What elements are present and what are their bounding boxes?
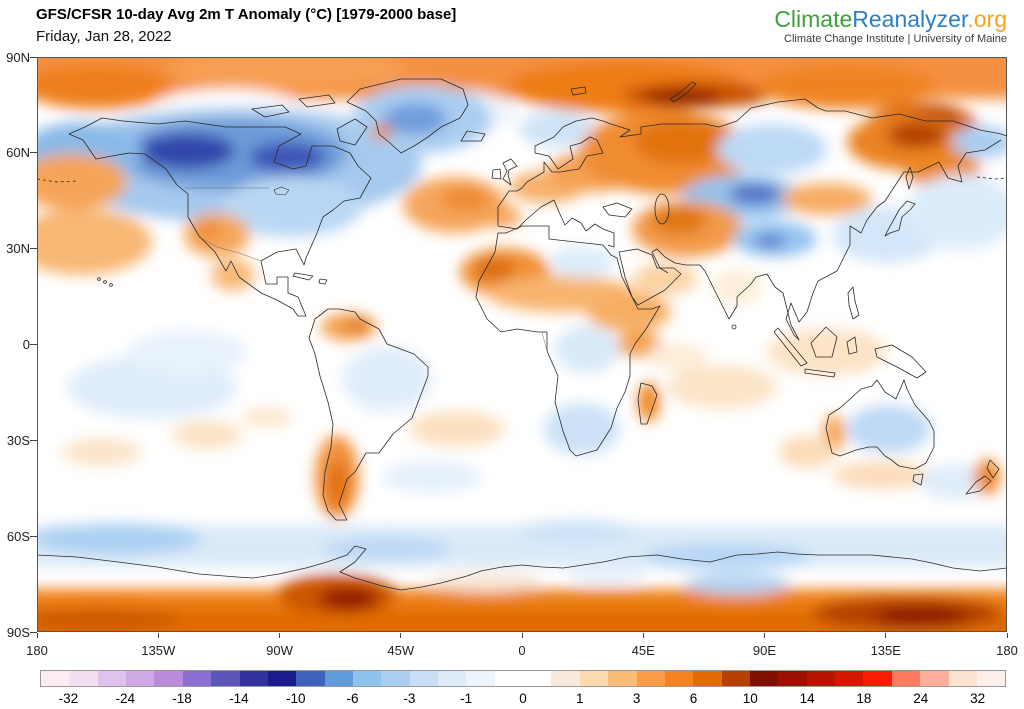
colorbar-segment bbox=[523, 671, 552, 686]
lat-axis-label: 90S bbox=[6, 624, 30, 640]
colorbar-segment bbox=[409, 671, 439, 686]
colorbar-segment bbox=[835, 671, 864, 686]
lon-axis-label: 135W bbox=[141, 643, 176, 658]
lon-axis-label: 180 bbox=[26, 643, 48, 658]
coastlines bbox=[37, 78, 1007, 591]
lat-axis-tick bbox=[30, 631, 37, 633]
colorbar-tick-label: 10 bbox=[742, 691, 758, 706]
lon-axis-label: 0 bbox=[518, 643, 526, 658]
lon-axis-label: 135E bbox=[870, 643, 901, 658]
colorbar bbox=[40, 670, 1006, 687]
colorbar-tick-label: -24 bbox=[115, 691, 135, 706]
colorbar-segment bbox=[182, 671, 212, 686]
lon-axis-tick bbox=[521, 633, 523, 638]
lon-axis-tick bbox=[1006, 633, 1008, 638]
colorbar-tick-label: -14 bbox=[229, 691, 249, 706]
colorbar-segment bbox=[863, 671, 892, 686]
colorbar-segment bbox=[778, 671, 807, 686]
colorbar-segment bbox=[608, 671, 637, 686]
lat-axis-tick bbox=[30, 535, 37, 537]
lat-axis-tick bbox=[30, 344, 37, 345]
colorbar-segment bbox=[211, 671, 240, 686]
colorbar-segment bbox=[296, 671, 325, 686]
colorbar-segment bbox=[466, 671, 495, 686]
anomaly-map bbox=[37, 57, 1007, 632]
lon-axis-label: 90E bbox=[752, 643, 777, 658]
lon-axis-tick bbox=[642, 633, 644, 638]
logo-reanalyzer: Reanalyzer bbox=[852, 6, 968, 32]
colorbar-segment bbox=[267, 671, 297, 686]
lat-axis-label: 60N bbox=[6, 145, 30, 161]
lat-axis-label: 30N bbox=[6, 241, 30, 257]
country-borders bbox=[185, 187, 548, 352]
colorbar-segment bbox=[948, 671, 977, 686]
colorbar-segment bbox=[97, 671, 127, 686]
lat-axis-tick bbox=[30, 439, 37, 441]
colorbar-segment bbox=[664, 671, 694, 686]
figure-date: Friday, Jan 28, 2022 bbox=[36, 28, 172, 45]
lat-axis-label: 90N bbox=[6, 49, 30, 65]
map-frame bbox=[37, 57, 1007, 632]
colorbar-segment bbox=[69, 671, 98, 686]
colorbar-tick-label: 1 bbox=[576, 691, 584, 706]
colorbar-segment bbox=[494, 671, 524, 686]
lat-axis-label: 30S bbox=[6, 432, 30, 448]
colorbar-segment bbox=[324, 671, 353, 686]
lon-axis-label: 45W bbox=[387, 643, 415, 658]
colorbar-tick-label: 14 bbox=[799, 691, 815, 706]
colorbar-segment bbox=[579, 671, 609, 686]
climate-reanalyzer-logo: ClimateReanalyzer.org bbox=[774, 6, 1007, 33]
brand-tagline: Climate Change Institute | University of… bbox=[784, 33, 1007, 45]
colorbar-segment bbox=[154, 671, 183, 686]
colorbar-tick-label: 0 bbox=[519, 691, 527, 706]
colorbar-segment bbox=[551, 671, 580, 686]
lat-axis-tick bbox=[30, 248, 37, 250]
lon-axis-tick bbox=[36, 633, 38, 638]
colorbar-tick-label: -3 bbox=[403, 691, 416, 706]
lat-axis-label: 60S bbox=[6, 528, 30, 544]
colorbar-tick-label: -6 bbox=[346, 691, 359, 706]
anomaly-field bbox=[37, 57, 1007, 632]
lon-axis-tick bbox=[885, 633, 887, 638]
lon-axis-tick bbox=[400, 633, 402, 638]
colorbar-segment bbox=[126, 671, 155, 686]
colorbar-segment bbox=[352, 671, 382, 686]
colorbar-tick-label: 3 bbox=[632, 691, 641, 706]
colorbar-segment bbox=[721, 671, 750, 686]
colorbar-tick-label: 18 bbox=[856, 691, 872, 706]
colorbar-segment bbox=[891, 671, 921, 686]
colorbar-segment bbox=[381, 671, 410, 686]
colorbar-segment bbox=[239, 671, 268, 686]
colorbar-segment bbox=[438, 671, 467, 686]
colorbar-segment bbox=[749, 671, 779, 686]
colorbar-segment bbox=[806, 671, 836, 686]
lon-axis-label: 180 bbox=[996, 643, 1018, 658]
page-title: GFS/CFSR 10-day Avg 2m T Anomaly (°C) [1… bbox=[36, 6, 457, 23]
colorbar-segment bbox=[693, 671, 722, 686]
colorbar-segment bbox=[41, 671, 70, 686]
logo-climate: Climate bbox=[774, 6, 853, 32]
colorbar-segment bbox=[920, 671, 949, 686]
colorbar-tick-label: 32 bbox=[970, 691, 986, 706]
colorbar-tick-label: -1 bbox=[460, 691, 473, 706]
lat-axis-tick bbox=[30, 56, 37, 58]
logo-org: .org bbox=[967, 6, 1007, 32]
lon-axis-label: 90W bbox=[266, 643, 293, 658]
lon-axis-label: 45E bbox=[631, 643, 655, 658]
lat-axis-tick bbox=[30, 152, 37, 154]
lon-axis-tick bbox=[279, 633, 280, 638]
colorbar-tick-label: 24 bbox=[913, 691, 929, 706]
colorbar-tick-label: -32 bbox=[58, 691, 79, 706]
lon-axis-tick bbox=[157, 633, 159, 638]
lat-axis-label: 0 bbox=[22, 337, 30, 352]
colorbar-segment bbox=[636, 671, 665, 686]
colorbar-tick-label: -10 bbox=[285, 691, 306, 706]
colorbar-tick-label: 6 bbox=[689, 691, 698, 706]
lon-axis-tick bbox=[764, 633, 765, 638]
colorbar-segment bbox=[976, 671, 1006, 686]
colorbar-tick-label: -18 bbox=[172, 691, 192, 706]
